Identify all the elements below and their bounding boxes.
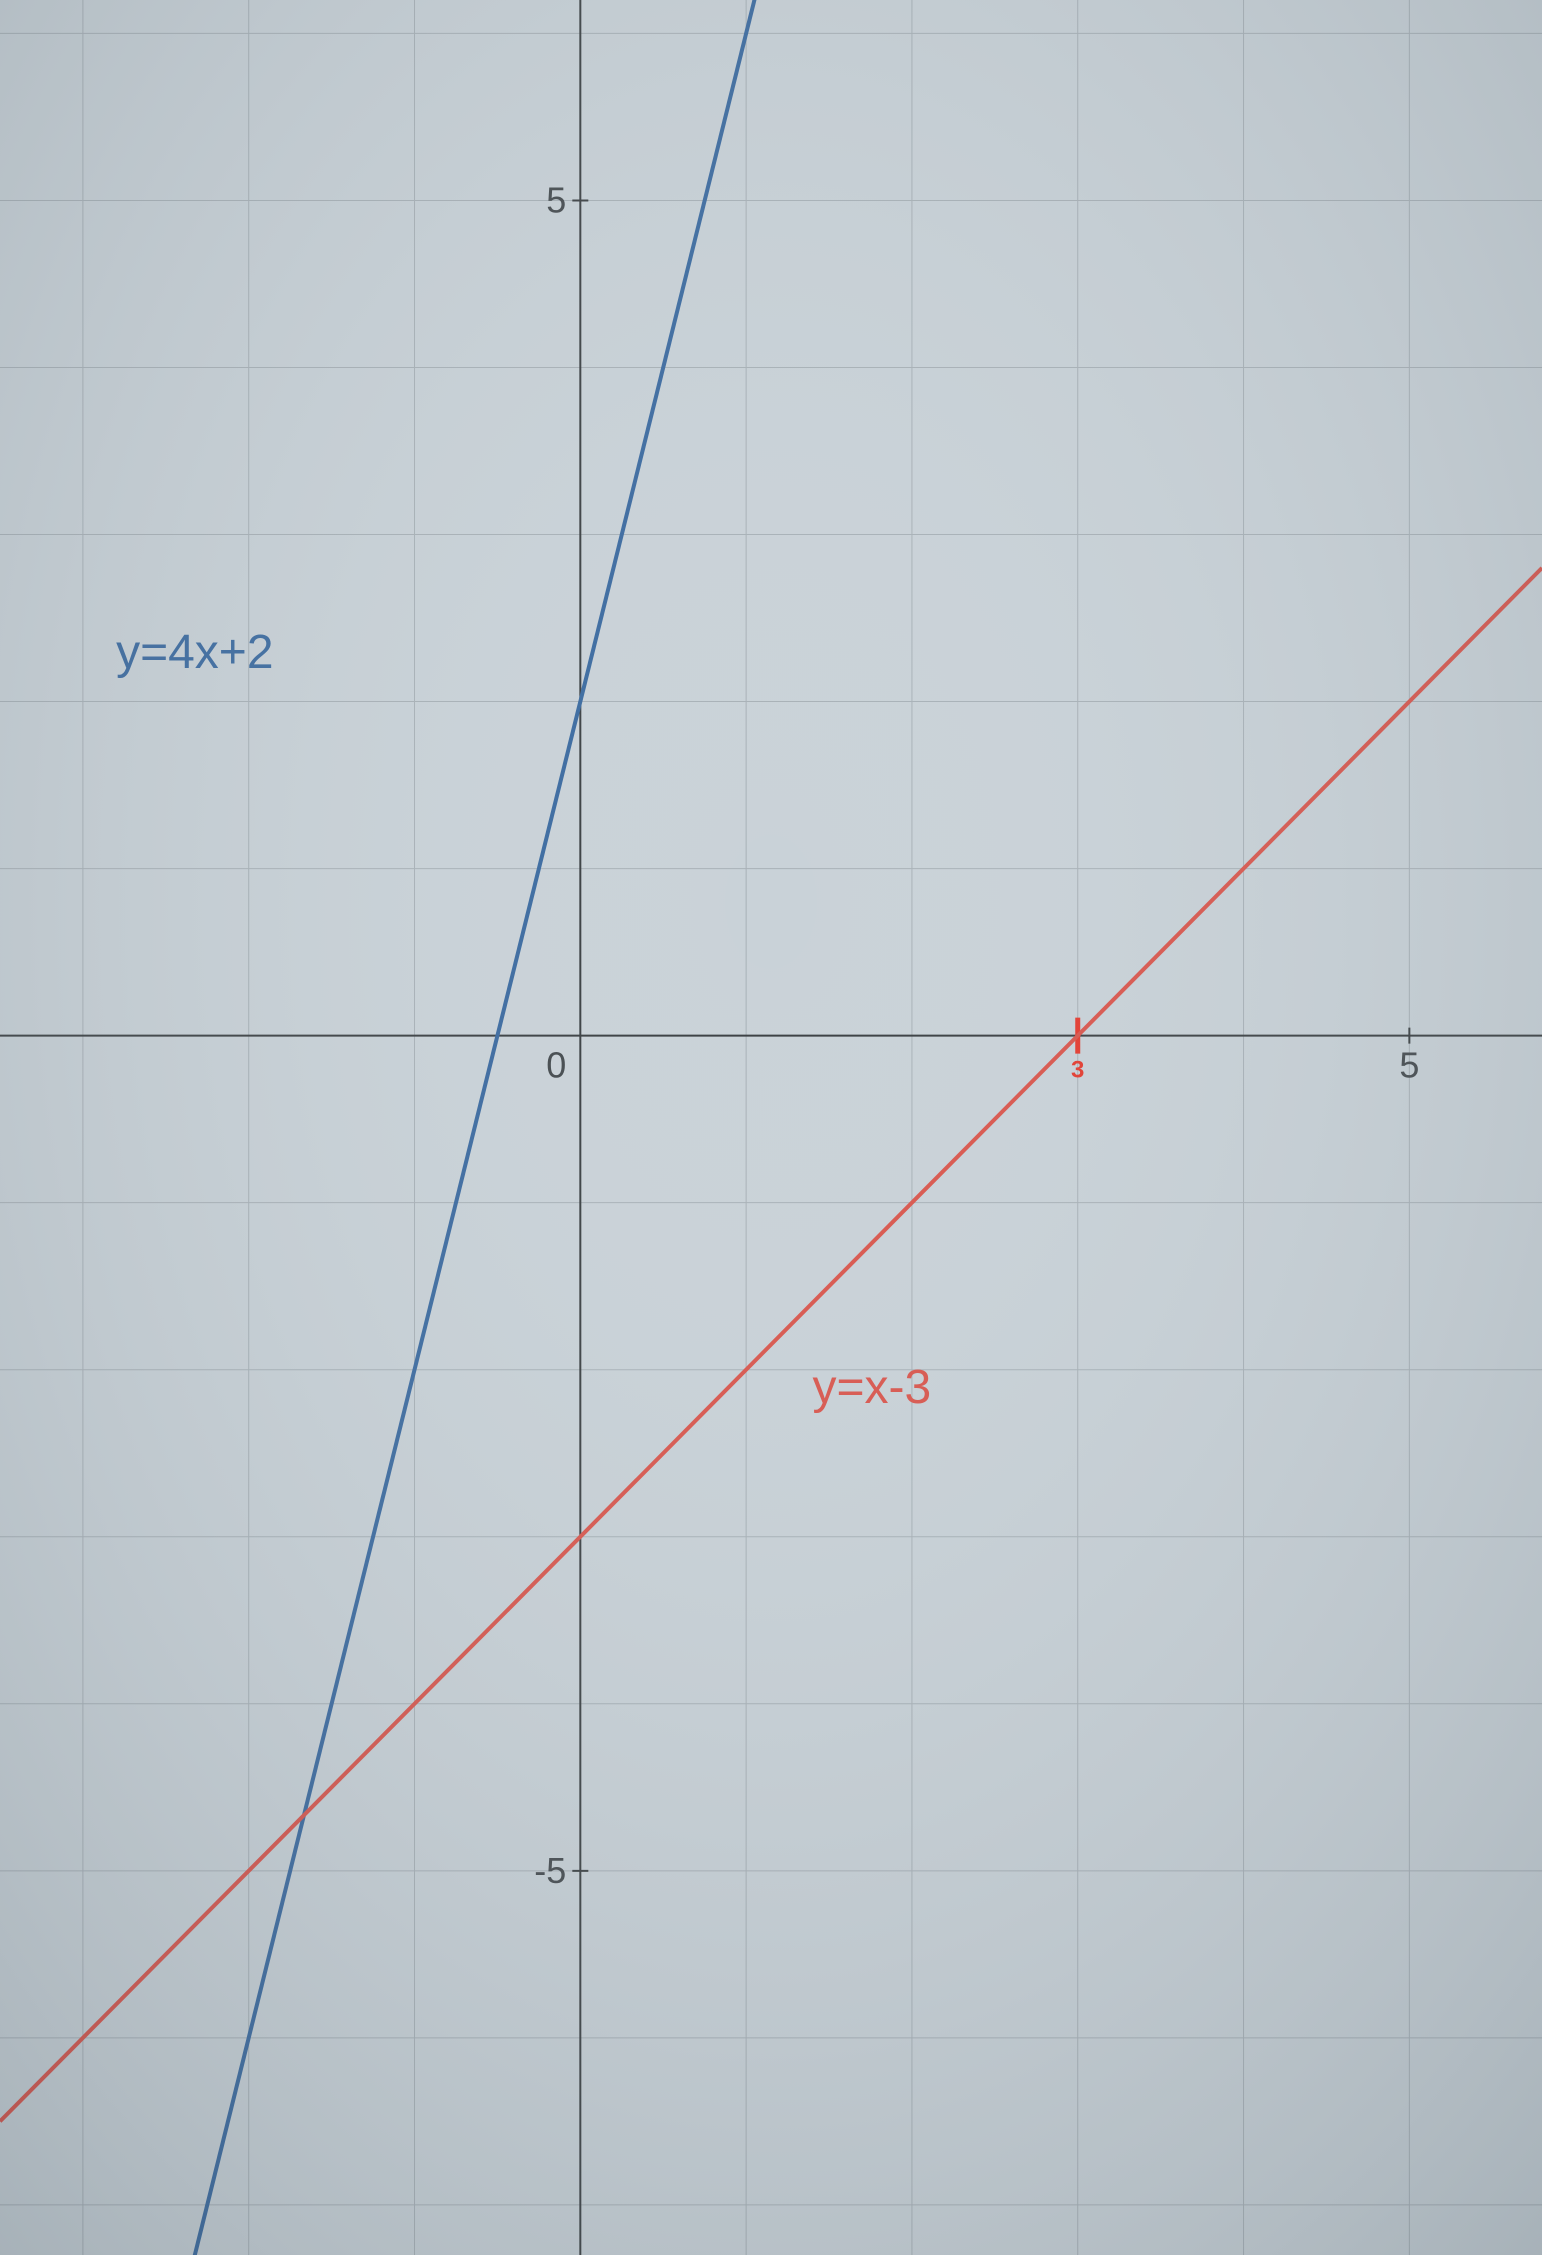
- origin-label: 0: [546, 1045, 566, 1086]
- special-x-tick-label: 3: [1071, 1057, 1084, 1084]
- x-tick-label: 5: [1399, 1045, 1419, 1086]
- plot-background: [0, 0, 1542, 2255]
- y-tick-label: -5: [534, 1850, 566, 1891]
- red-line-label: y=x-3: [812, 1361, 931, 1414]
- coordinate-plot: 5 5 -5 0 3 y=4x+2 y=x-3: [0, 0, 1542, 2255]
- y-tick-label: 5: [546, 179, 566, 220]
- blue-line-label: y=4x+2: [116, 626, 273, 679]
